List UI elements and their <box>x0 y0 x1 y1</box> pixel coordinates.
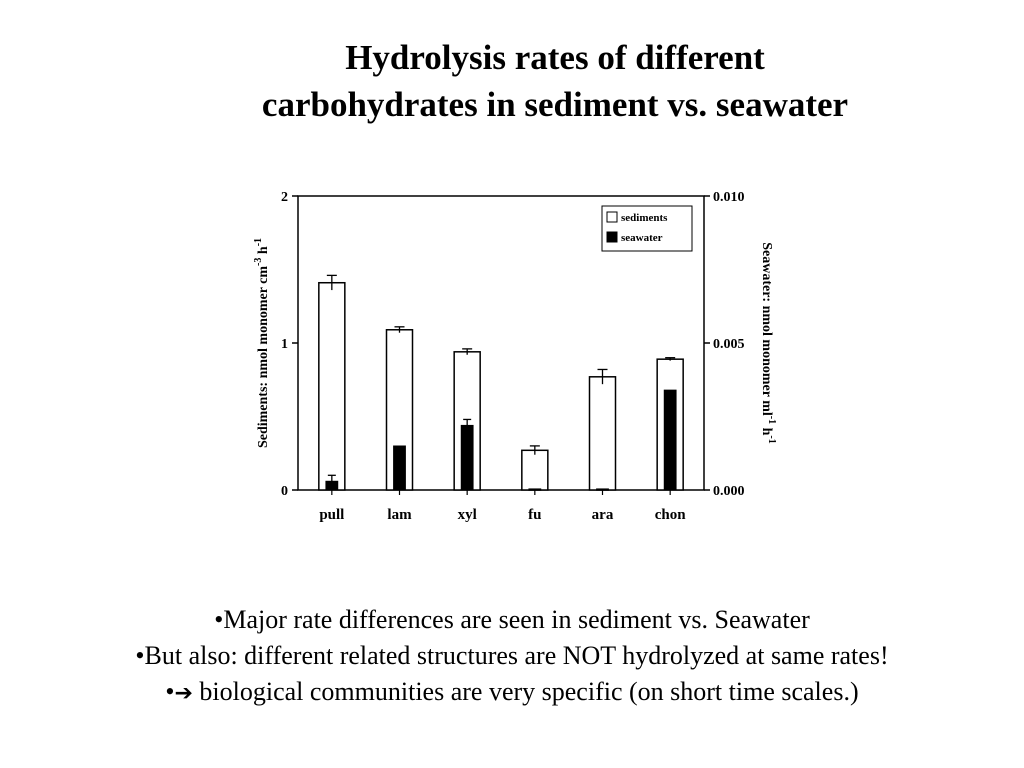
x-tick-label: xyl <box>458 507 477 523</box>
hydrolysis-chart: 0 1 2 0.000 0.005 0.010 pull lam xyl fu ara chon sed… <box>230 162 803 547</box>
axis-label-superscript: -1 <box>766 416 777 424</box>
bullet-marker: • <box>214 605 224 634</box>
bar-seawater-fu <box>528 488 542 491</box>
bullet-item-3: •➔ biological communities are very speci… <box>0 674 1024 712</box>
right-axis-label: Seawater: nmol monomer ml-1 h-1 <box>759 242 777 444</box>
axis-label-superscript: -1 <box>766 435 777 443</box>
legend-label-sediments: sediments <box>621 212 668 224</box>
chart-legend: sediments seawater <box>601 205 693 252</box>
right-tick-label: 0.005 <box>713 337 745 352</box>
bullet-marker: • <box>135 641 145 670</box>
left-tick-label: 0 <box>281 484 288 499</box>
x-tick-label: lam <box>387 507 412 523</box>
arrow-right-icon: ➔ <box>174 681 193 706</box>
bullet-text: But also: different related structures a… <box>144 641 889 670</box>
axis-label-superscript: -1 <box>253 238 264 246</box>
slide-title: Hydrolysis rates of different carbohydra… <box>60 34 1024 128</box>
title-line-2: carbohydrates in sediment vs. seawater <box>261 85 849 124</box>
x-tick-label: ara <box>592 507 614 523</box>
x-tick-label: pull <box>319 507 344 523</box>
x-tick-label: fu <box>528 507 541 523</box>
bar-seawater-pull <box>325 480 339 491</box>
axis-label-part: h <box>256 246 271 258</box>
left-tick-label: 1 <box>281 337 288 352</box>
bullet-item-2: •But also: different related structures … <box>0 638 1024 674</box>
left-axis-label: Sediments: nmol monomer cm-3 h-1 <box>253 238 271 448</box>
legend-swatch-seawater <box>606 231 618 243</box>
bar-sediments-fu <box>521 449 549 491</box>
bar-seawater-ara <box>596 488 609 491</box>
legend-box <box>601 205 693 252</box>
right-tick-label: 0.000 <box>713 484 745 499</box>
title-line-1: Hydrolysis rates of different <box>345 38 765 77</box>
legend-label-seawater: seawater <box>621 232 663 244</box>
bar-seawater-lam <box>393 445 406 491</box>
axis-label-superscript: -3 <box>253 258 264 266</box>
legend-swatch-sediments <box>606 211 618 223</box>
bar-seawater-chon <box>663 389 677 491</box>
axis-label-part: h <box>759 424 774 436</box>
bullet-list: •Major rate differences are seen in sedi… <box>0 602 1024 712</box>
bullet-item-1: •Major rate differences are seen in sedi… <box>0 602 1024 638</box>
right-tick-label: 0.010 <box>713 190 745 205</box>
left-tick-label: 2 <box>281 190 288 205</box>
bullet-text: biological communities are very specific… <box>192 677 859 706</box>
axis-label-part: Seawater: nmol monomer ml <box>759 242 774 416</box>
axis-label-part: Sediments: nmol monomer cm <box>256 266 271 448</box>
bullet-text: Major rate differences are seen in sedim… <box>223 605 810 634</box>
chart-svg: 0 1 2 0.000 0.005 0.010 pull lam xyl fu ara chon sed… <box>253 190 777 523</box>
bullet-marker: • <box>165 677 175 706</box>
bar-sediments-ara <box>588 376 617 491</box>
bar-sediments-pull <box>318 281 346 491</box>
x-tick-label: chon <box>655 507 687 523</box>
bar-seawater-xyl <box>460 424 474 491</box>
